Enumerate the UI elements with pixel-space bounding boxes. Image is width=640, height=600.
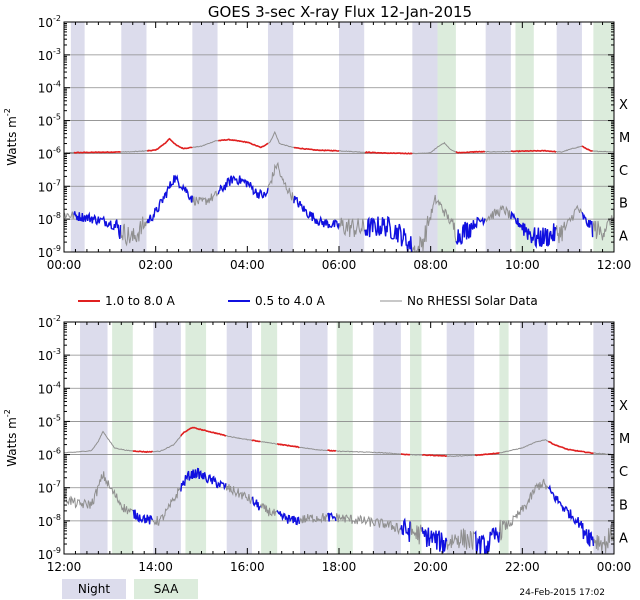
chart-title: GOES 3-sec X-ray Flux 12-Jan-2015 [208, 3, 472, 21]
x-tick-label: 12:00 [597, 258, 632, 272]
y-axis-label: Watts m-2 [3, 409, 19, 467]
goes-class-label: M [619, 131, 630, 146]
night-band [267, 22, 294, 252]
x-tick-label: 00:00 [47, 258, 82, 272]
long-channel-gray-line [64, 427, 614, 458]
y-axis-label: Watts m-2 [3, 108, 19, 166]
y-tick-label: 10-4 [38, 80, 61, 96]
saa-band [185, 322, 207, 554]
saa-band [499, 322, 509, 554]
y-tick-label: 10-6 [38, 145, 61, 161]
y-tick-label: 10-7 [38, 480, 61, 496]
shade-legend: Night SAA [62, 579, 198, 599]
goes-class-label: M [619, 432, 630, 447]
y-tick-label: 10-3 [38, 47, 61, 63]
series-group [64, 130, 614, 252]
night-band [373, 322, 401, 554]
saa-band [112, 322, 133, 554]
y-tick-label: 10-5 [38, 113, 61, 129]
long-channel-line [73, 137, 593, 155]
bottom-panel: 10-2 10-3 10-4 10-5 10-6 10-7 10-8 10-912:00 14:… [3, 314, 631, 574]
x-tick-label: 18:00 [322, 560, 357, 574]
night-band [339, 22, 365, 252]
goes-class-label: A [619, 531, 628, 546]
goes-class-label: X [619, 98, 628, 113]
x-tick-label: 06:00 [322, 258, 357, 272]
x-tick-label: 08:00 [413, 258, 448, 272]
saa-band [593, 22, 614, 252]
goes-class-label: X [619, 399, 628, 414]
saa-band [515, 22, 534, 252]
saa-band [261, 322, 278, 554]
y-tick-label: 10-8 [38, 211, 61, 227]
x-tick-label: 00:00 [597, 560, 632, 574]
y-tick-label: 10-8 [38, 513, 61, 529]
y-tick-label: 10-4 [38, 380, 61, 396]
night-band [593, 322, 614, 554]
top-panel: 10-2 10-3 10-4 10-5 10-6 10-7 10-8 10-900:00 02:… [3, 14, 631, 272]
goes-class-label: C [619, 164, 628, 179]
goes-class-label: B [619, 498, 628, 513]
x-tick-label: 02:00 [138, 258, 173, 272]
goes-class-label: C [619, 465, 628, 480]
goes-class-label: A [619, 230, 628, 245]
night-band [80, 322, 108, 554]
night-band [70, 22, 85, 252]
night-band [192, 22, 218, 252]
y-tick-label: 10-6 [38, 447, 61, 463]
shade-label: Night [78, 582, 111, 596]
x-tick-label: 12:00 [47, 560, 82, 574]
shade-swatch [134, 579, 198, 599]
y-tick-label: 10-5 [38, 413, 61, 429]
short-channel-gray-line [64, 467, 614, 554]
saa-band [437, 22, 456, 252]
y-tick-label: 10-9 [38, 546, 61, 562]
short-channel-line [73, 174, 594, 252]
saa-band [336, 322, 353, 554]
shade-label: SAA [154, 582, 179, 596]
y-tick-label: 10-3 [38, 347, 61, 363]
x-tick-label: 16:00 [230, 560, 265, 574]
x-tick-label: 22:00 [505, 560, 540, 574]
series-group [64, 426, 614, 554]
x-tick-label: 20:00 [413, 560, 448, 574]
night-band [556, 22, 582, 252]
y-tick-label: 10-2 [38, 314, 61, 330]
x-tick-label: 14:00 [138, 560, 173, 574]
shade-swatch [62, 579, 126, 599]
long-channel-line [132, 426, 594, 458]
night-band [446, 322, 475, 554]
night-band [412, 22, 438, 252]
goes-class-label: B [619, 197, 628, 212]
y-tick-label: 10-7 [38, 178, 61, 194]
legend-label: 0.5 to 4.0 A [255, 294, 326, 308]
x-tick-label: 04:00 [230, 258, 265, 272]
night-band [121, 22, 147, 252]
night-band [153, 322, 181, 554]
x-tick-label: 10:00 [505, 258, 540, 272]
timestamp: 24-Feb-2015 17:02 [519, 588, 605, 598]
legend-label: 1.0 to 8.0 A [105, 294, 176, 308]
legend: 1.0 to 8.0 A 0.5 to 4.0 A No RHESSI Solar … [78, 294, 538, 308]
saa-band [410, 322, 422, 554]
legend-label: No RHESSI Solar Data [407, 294, 538, 308]
night-band [520, 322, 548, 554]
y-tick-label: 10-2 [38, 14, 61, 30]
y-tick-label: 10-9 [38, 244, 61, 260]
